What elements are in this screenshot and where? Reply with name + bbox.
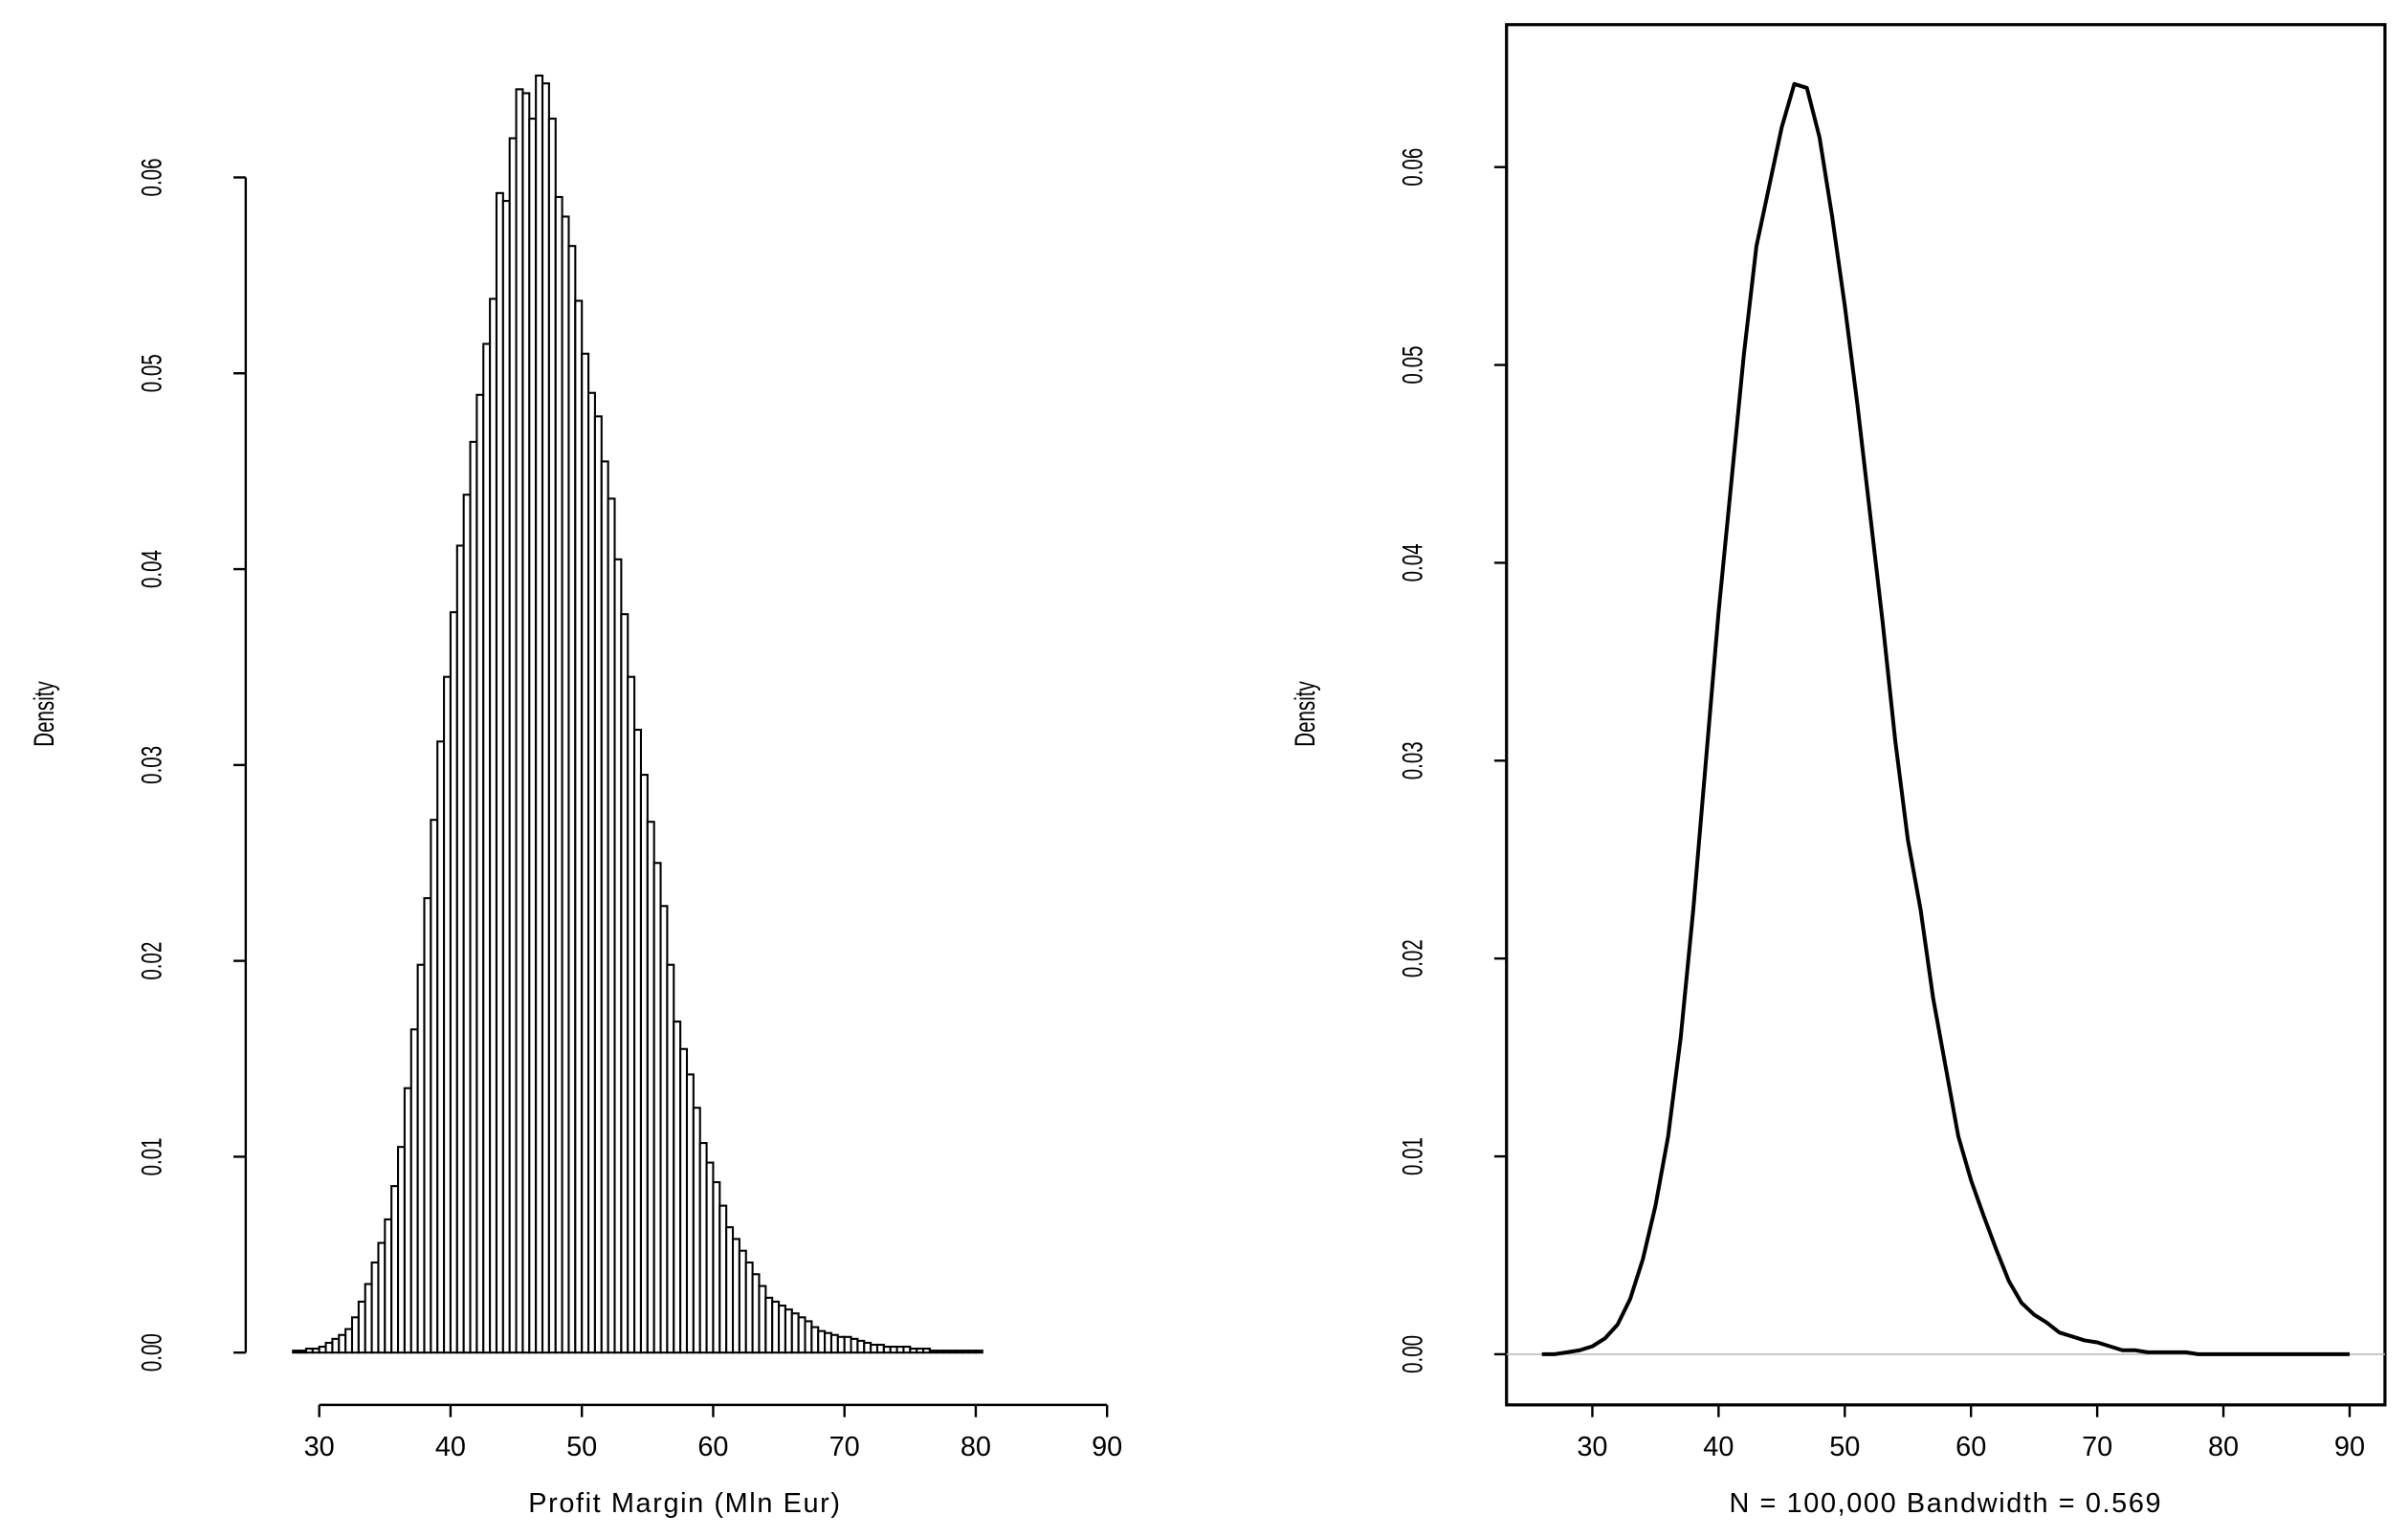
x-axis-title: N = 100,000 Bandwidth = 0.569 [1729,1488,2162,1519]
y-axis-title: Density [30,681,61,747]
y-tick-label: 0.02 [137,942,168,980]
panel: 30 40 50 60 70 80 90 0.00 0.01 0.02 0.03 0.04 0.05 0.… [1291,23,2387,1519]
x-tick-label: 40 [1703,1432,1734,1462]
x-tick-label: 40 [435,1432,466,1462]
x-tick-label: 70 [829,1432,860,1462]
y-tick-label: 0.01 [137,1137,168,1175]
x-tick-label: 90 [1092,1432,1122,1462]
y-tick-label: 0.02 [1398,939,1429,977]
y-axis-title: Density [1291,681,1322,747]
y-tick-label: 0.03 [137,746,168,784]
x-tick-label: 60 [1955,1432,1986,1462]
x-tick-label: 80 [2208,1432,2239,1462]
density-line [1541,81,2350,1356]
x-tick-label: 30 [1577,1432,1607,1462]
x-tick-label: 50 [1829,1432,1860,1462]
x-tick-label: 70 [2082,1432,2112,1462]
plot-frame [1505,23,2387,1407]
x-tick-label: 80 [961,1432,991,1462]
y-tick-label: 0.03 [1398,741,1429,779]
y-tick-label: 0.06 [1398,148,1429,187]
y-tick-label: 0.00 [1398,1335,1429,1373]
bar [974,1350,983,1354]
y-tick-label: 0.05 [1398,346,1429,384]
y-tick-label: 0.04 [137,550,168,588]
y-tick-label: 0.05 [137,354,168,392]
x-tick-label: 50 [566,1432,597,1462]
y-tick-label: 0.04 [1398,543,1429,582]
panel: 30 40 50 60 70 80 90 0.00 0.01 0.02 0.03 0.04 0.05 0.… [30,74,1122,1519]
x-axis-title: Profit Margin (Mln Eur) [528,1488,841,1519]
x-tick-label: 60 [697,1432,728,1462]
x-tick-label: 30 [304,1432,335,1462]
y-tick-label: 0.00 [137,1333,168,1372]
x-tick-label: 90 [2334,1432,2365,1462]
y-tick-label: 0.06 [137,159,168,197]
y-tick-label: 0.01 [1398,1137,1429,1175]
